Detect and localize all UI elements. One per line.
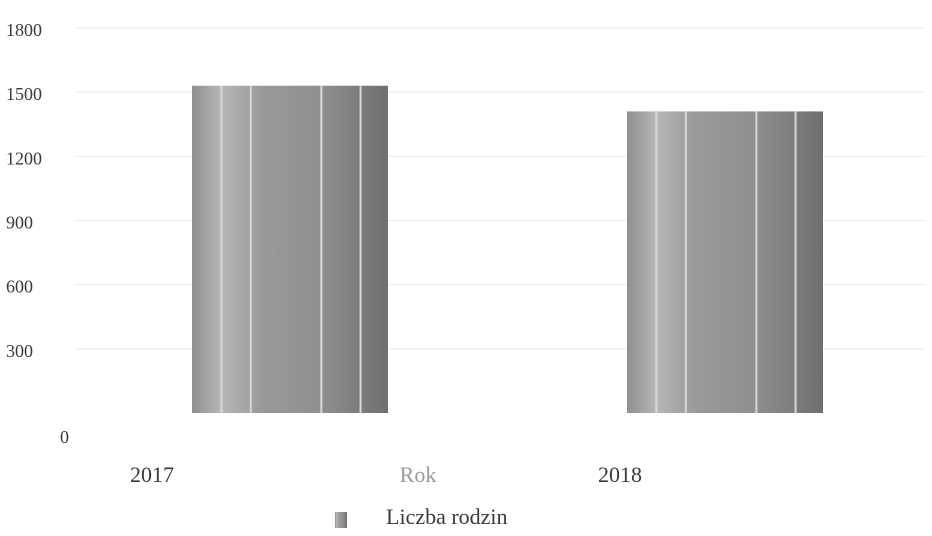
legend: Liczba rodzin — [335, 504, 508, 529]
x-tick-label: 2018 — [598, 462, 642, 487]
y-tick-label: 900 — [6, 213, 33, 233]
legend-swatch — [335, 512, 347, 528]
y-tick-label: 600 — [6, 277, 33, 297]
bar — [627, 111, 823, 414]
y-tick-label: 1200 — [6, 148, 42, 168]
y-tick-label: 0 — [60, 427, 69, 447]
legend-label: Liczba rodzin — [386, 504, 508, 529]
bar-group — [627, 111, 823, 414]
bars — [192, 85, 823, 414]
x-axis-label: Rok — [400, 462, 437, 487]
x-tick-label: 2017 — [130, 462, 174, 487]
y-axis-ticks: 0 300 600 900 1200 1500 1800 — [6, 20, 69, 447]
bar-group — [192, 85, 388, 413]
y-tick-label: 1500 — [6, 84, 42, 104]
y-tick-label: 1800 — [6, 20, 42, 40]
x-axis-ticks: 2017 2018 — [130, 462, 642, 487]
bar — [192, 85, 388, 413]
y-tick-label: 300 — [6, 341, 33, 361]
